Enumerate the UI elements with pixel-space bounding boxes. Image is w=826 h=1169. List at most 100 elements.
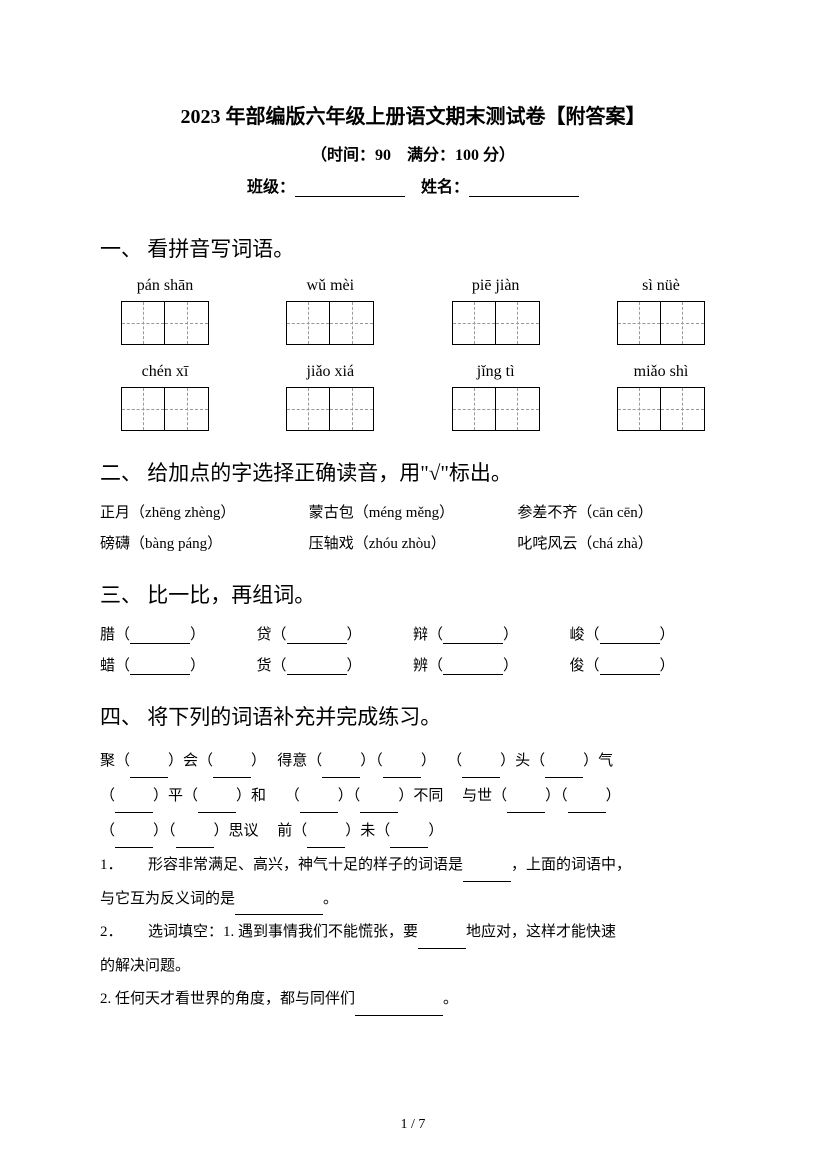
text-segment: ） [606,788,621,804]
q3-item: 俊（） [570,654,727,675]
fill-blank[interactable] [443,661,503,675]
q4-line: （）平（）和 （）（）不同 与世（）（） [100,780,726,813]
fill-blank[interactable] [300,799,338,813]
q2-item: 蒙古包（méng měng） [309,501,518,522]
q3-item: 贷（） [257,623,414,644]
section1-heading: 一、 看拼音写词语。 [100,233,726,263]
q3-item: 货（） [257,654,414,675]
text-segment: ）平（ [153,788,198,804]
fill-blank[interactable] [307,834,345,848]
fill-blank[interactable] [130,661,190,675]
q4-line: 聚（ ）会（ ） 得意（ ）（ ） （ ）头（ ）气 [100,745,726,778]
char-box-pair[interactable] [121,387,209,431]
q4-sub-2: 2．选词填空：1. 遇到事情我们不能慌张，要地应对，这样才能快速 [100,917,726,949]
class-label: 班级： [247,179,295,196]
class-blank[interactable] [295,181,405,197]
text-segment: ）气 [583,753,613,769]
text-segment: ）未（ [345,823,390,839]
q4-sub-1b: 与它互为反义词的是。 [100,884,726,916]
fill-blank[interactable] [235,901,323,915]
q4-sub-2c: 2. 任何天才看世界的角度，都与同伴们。 [100,984,726,1016]
q3-item: 腊（） [100,623,257,644]
fill-blank[interactable] [568,799,606,813]
fill-blank[interactable] [600,661,660,675]
text-segment: ）（ [338,788,361,804]
fill-blank[interactable] [355,1002,443,1016]
q2-item: 正月（zhēng zhèng） [100,501,309,522]
pinyin-2-4: miǎo shì [596,363,726,381]
pinyin-2-2: jiǎo xiá [265,363,395,381]
pinyin-1-2: wǔ mèi [265,277,395,295]
q2-item: 叱咤风云（chá zhà） [517,532,726,553]
fill-blank[interactable] [390,834,428,848]
q4-fill-lines: 聚（）会（） 得意（）（） （）头（）气（）平（）和 （）（）不同 与世（）（）… [100,745,726,848]
char-box-pair[interactable] [617,301,705,345]
q2-item: 磅礴（bàng páng） [100,532,309,553]
fill-blank[interactable] [115,799,153,813]
q3-item: 蜡（） [100,654,257,675]
char-box-pair[interactable] [617,387,705,431]
text-segment: ）（ [360,753,383,769]
char-box-pair[interactable] [286,301,374,345]
text-segment: ）和 （ [236,788,300,804]
q4-sub-1: 1．形容非常满足、高兴，神气十足的样子的词语是，上面的词语中， [100,850,726,882]
text-segment: ）会（ [168,753,213,769]
q3-row-1: 腊（） 贷（） 辩（） 峻（） [100,623,726,644]
pinyin-1-1: pán shān [100,277,230,295]
fill-blank[interactable] [418,935,466,949]
char-box-pair[interactable] [452,387,540,431]
q2-item: 参差不齐（cān cēn） [517,501,726,522]
char-box-pair[interactable] [121,301,209,345]
fill-blank[interactable] [383,764,421,778]
fill-blank[interactable] [213,764,251,778]
text-segment: ） 得意（ [251,753,322,769]
text-segment: ） （ [421,753,462,769]
q2-item: 压轴戏（zhóu zhòu） [309,532,518,553]
char-boxes-row-1 [100,301,726,345]
fill-blank[interactable] [507,799,545,813]
fill-blank[interactable] [463,868,511,882]
name-blank[interactable] [469,181,579,197]
text-segment: （ [100,788,115,804]
text-segment: ）（ [153,823,176,839]
pinyin-2-1: chén xī [100,363,230,381]
fill-blank[interactable] [462,764,500,778]
fill-blank[interactable] [115,834,153,848]
char-box-pair[interactable] [452,301,540,345]
fill-blank[interactable] [130,630,190,644]
q3-row-2: 蜡（） 货（） 辨（） 俊（） [100,654,726,675]
pinyin-1-4: sì nüè [596,277,726,295]
pinyin-row-2: chén xī jiǎo xiá jǐng tì miǎo shì [100,363,726,381]
q3-item: 峻（） [570,623,727,644]
name-label: 姓名： [421,179,469,196]
fill-blank[interactable] [287,630,347,644]
page-number: 1 / 7 [0,1117,826,1133]
text-segment: ）头（ [500,753,545,769]
fill-blank[interactable] [360,799,398,813]
pinyin-1-3: piē jiàn [431,277,561,295]
fill-blank[interactable] [545,764,583,778]
fill-blank[interactable] [130,764,168,778]
q4-sub-2b: 的解决问题。 [100,951,726,983]
q4-line: （）（）思议 前（）未（） [100,815,726,848]
fill-blank[interactable] [600,630,660,644]
student-info-line: 班级： 姓名： [100,173,726,197]
fill-blank[interactable] [198,799,236,813]
text-segment: ） [428,823,443,839]
text-segment: （ [100,823,115,839]
char-box-pair[interactable] [286,387,374,431]
text-segment: ）（ [545,788,568,804]
pinyin-2-3: jǐng tì [431,363,561,381]
section4-heading: 四、 将下列的词语补充并完成练习。 [100,701,726,731]
fill-blank[interactable] [443,630,503,644]
q2-row-2: 磅礴（bàng páng） 压轴戏（zhóu zhòu） 叱咤风云（chá zh… [100,532,726,553]
q3-item: 辨（） [413,654,570,675]
page-title: 2023 年部编版六年级上册语文期末测试卷【附答案】 [100,100,726,129]
fill-blank[interactable] [287,661,347,675]
page-subtitle: （时间：90 满分：100 分） [100,141,726,165]
section3-heading: 三、 比一比，再组词。 [100,579,726,609]
q3-item: 辩（） [413,623,570,644]
text-segment: 聚（ [100,753,130,769]
fill-blank[interactable] [322,764,360,778]
fill-blank[interactable] [176,834,214,848]
